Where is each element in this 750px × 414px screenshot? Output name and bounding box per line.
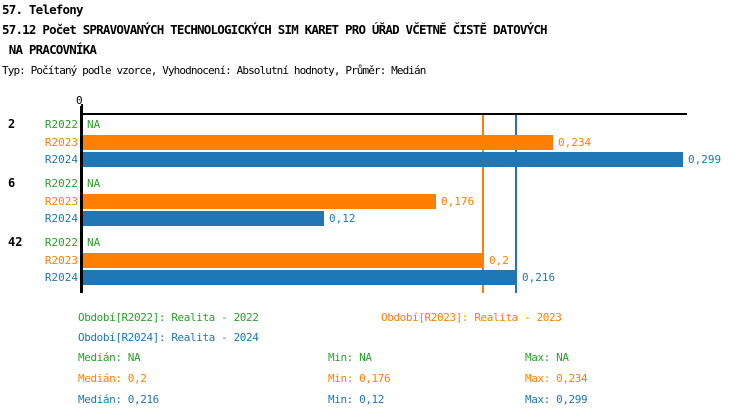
series-label-r2023-42: R2023 [44, 254, 78, 267]
na-value-label: NA [87, 177, 101, 190]
series-label-r2023-6: R2023 [44, 195, 78, 208]
stat-median-r2023: Medián: 0,2 [78, 372, 147, 385]
stat-min-r2022: Min: NA [328, 351, 372, 364]
median-line-r2024 [515, 115, 517, 293]
y-axis-line [80, 106, 83, 293]
legend-item-r2024: Období[R2024]: Realita - 2024 [78, 331, 259, 344]
group-label-2: 2 [8, 117, 16, 131]
group-label-6: 6 [8, 176, 16, 190]
na-value-label: NA [87, 118, 101, 131]
bar-r2024-6 [83, 211, 324, 226]
series-label-r2022-42: R2022 [44, 236, 78, 249]
x-axis-line [82, 113, 687, 115]
na-value-label: NA [87, 236, 101, 249]
section-title: 57. Telefony [2, 2, 84, 17]
chart-title-line2: NA PRACOVNÍKA [2, 42, 97, 57]
bar-value-label: 0,12 [329, 212, 356, 225]
stat-min-r2023: Min: 0,176 [328, 372, 391, 385]
bar-value-label: 0,234 [558, 136, 592, 149]
legend-item-r2022: Období[R2022]: Realita - 2022 [78, 311, 259, 324]
bar-value-label: 0,299 [688, 153, 722, 166]
bar-value-label: 0,176 [441, 195, 475, 208]
median-line-r2023 [482, 115, 484, 293]
bar-r2023-42 [83, 253, 484, 268]
bar-r2024-2 [83, 152, 683, 167]
stat-median-r2022: Medián: NA [78, 351, 141, 364]
stat-max-r2023: Max: 0,234 [525, 372, 588, 385]
bar-r2023-2 [83, 135, 553, 150]
stat-max-r2024: Max: 0,299 [525, 393, 588, 406]
series-label-r2023-2: R2023 [44, 136, 78, 149]
series-label-r2024-6: R2024 [44, 212, 78, 225]
bar-r2023-6 [83, 194, 436, 209]
bar-value-label: 0,216 [522, 271, 556, 284]
chart-title-line1: 57.12 Počet SPRAVOVANÝCH TECHNOLOGICKÝCH… [2, 22, 548, 37]
x-axis-tick [81, 104, 83, 113]
series-label-r2022-6: R2022 [44, 177, 78, 190]
stat-min-r2024: Min: 0,12 [328, 393, 385, 406]
series-label-r2024-2: R2024 [44, 153, 78, 166]
x-axis-zero-label: 0 [76, 94, 83, 107]
group-label-42: 42 [8, 235, 23, 249]
legend-item-r2023: Období[R2023]: Realita - 2023 [381, 311, 562, 324]
stat-max-r2022: Max: NA [525, 351, 569, 364]
series-label-r2024-42: R2024 [44, 271, 78, 284]
series-label-r2022-2: R2022 [44, 118, 78, 131]
bar-r2024-42 [83, 270, 517, 285]
bar-value-label: 0,2 [489, 254, 509, 267]
chart-subtitle: Typ: Počítaný podle vzorce, Vyhodnocení:… [2, 64, 426, 77]
stat-median-r2024: Medián: 0,216 [78, 393, 159, 406]
